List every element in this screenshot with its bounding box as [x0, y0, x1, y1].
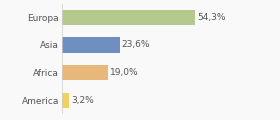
Text: 54,3%: 54,3% — [197, 13, 226, 22]
Text: 3,2%: 3,2% — [71, 96, 94, 105]
Bar — [62, 37, 120, 53]
Bar — [62, 10, 195, 25]
Bar — [62, 65, 108, 80]
Text: 23,6%: 23,6% — [122, 41, 150, 49]
Text: 19,0%: 19,0% — [110, 68, 139, 77]
Bar — [62, 93, 69, 108]
